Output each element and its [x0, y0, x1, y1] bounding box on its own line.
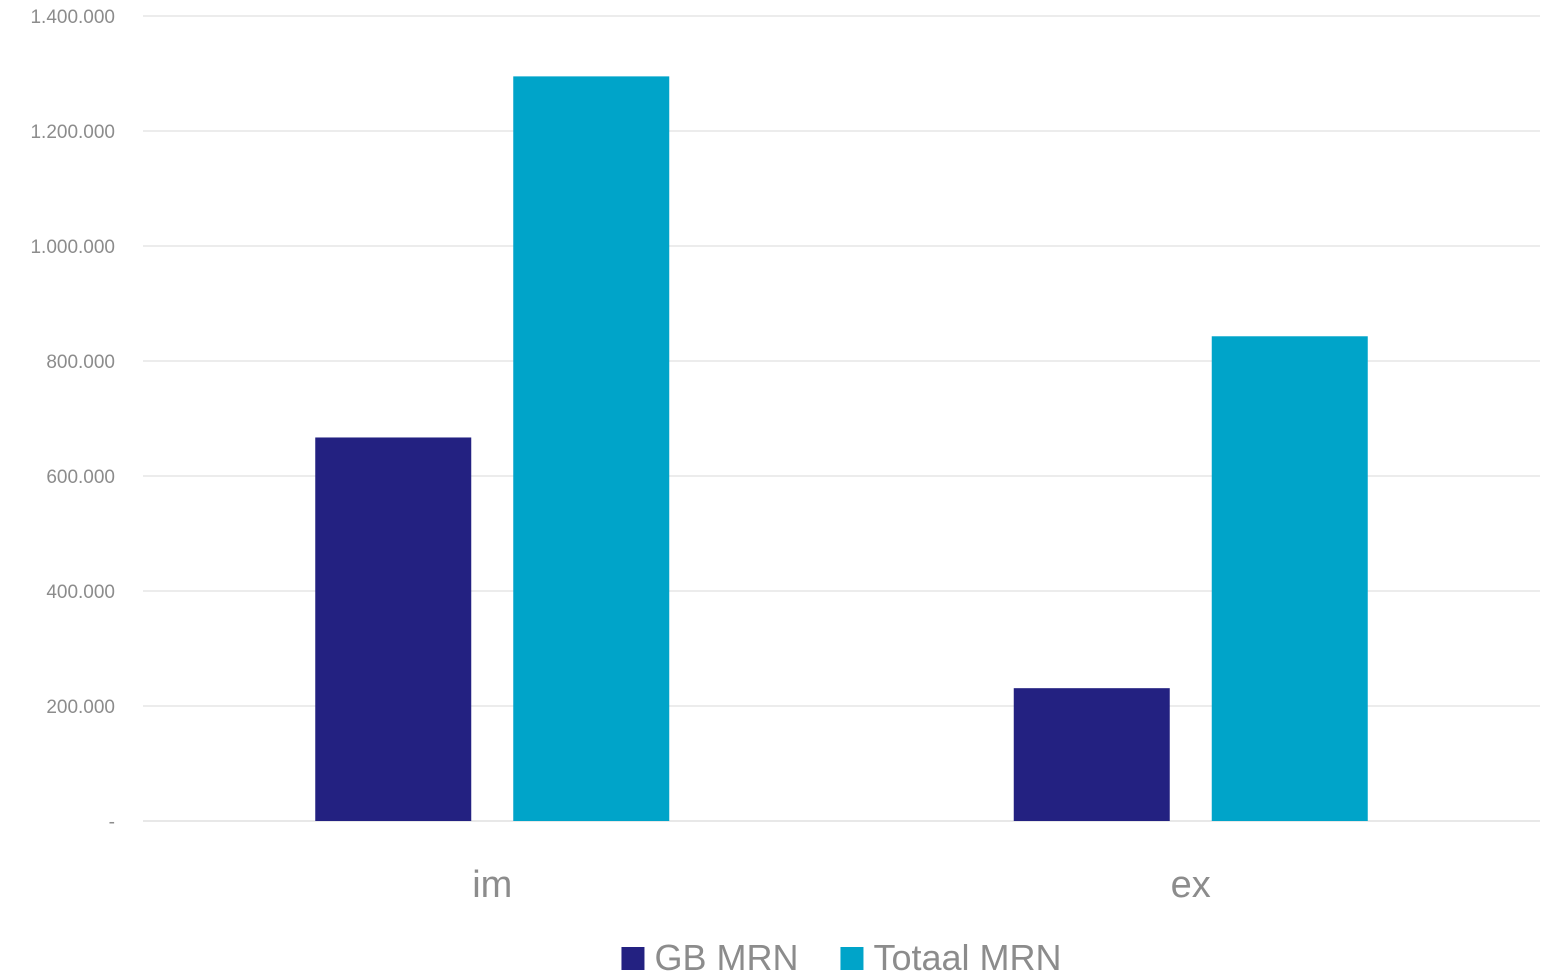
y-tick-label: 200.000	[46, 697, 115, 718]
y-axis-ticks: - 200.000 400.000 600.000 800.000 1.000.000 1.…	[30, 7, 115, 833]
y-tick-label: 1.200.000	[30, 122, 115, 143]
y-tick-label: 1.000.000	[30, 237, 115, 258]
legend: GB MRN Totaal MRN	[621, 937, 1062, 978]
y-tick-label: 400.000	[46, 582, 115, 603]
y-tick-label: 600.000	[46, 467, 115, 488]
x-tick-label: im	[472, 864, 512, 906]
legend-label: GB MRN	[654, 937, 798, 978]
x-tick-label: ex	[1171, 864, 1211, 906]
bar-im-totaal-mrn	[513, 76, 670, 821]
legend-label: Totaal MRN	[873, 937, 1061, 978]
bars	[315, 76, 1368, 821]
bar-ex-totaal-mrn	[1211, 336, 1368, 821]
legend-swatch	[621, 947, 645, 970]
y-tick-label: 1.400.000	[30, 7, 115, 28]
y-tick-label: -	[109, 812, 115, 833]
y-tick-label: 800.000	[46, 352, 115, 373]
bar-im-gb-mrn	[315, 437, 472, 821]
bar-ex-gb-mrn	[1013, 688, 1170, 821]
legend-swatch	[840, 947, 864, 970]
x-axis-ticks: im ex	[472, 864, 1211, 906]
